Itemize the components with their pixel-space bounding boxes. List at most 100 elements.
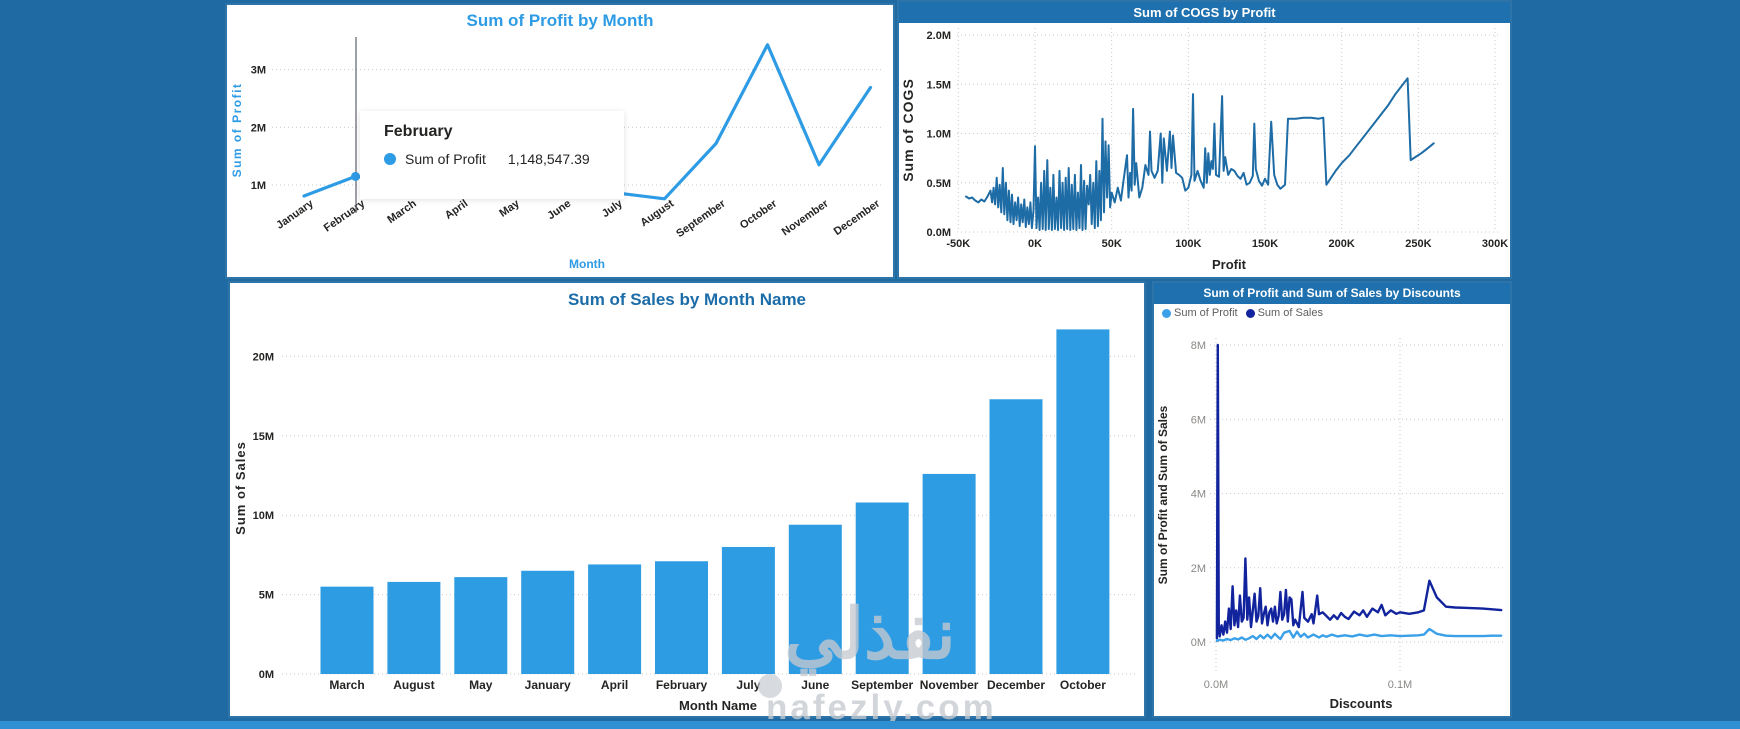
- bars[interactable]: [320, 329, 1110, 674]
- svg-text:Sum of Profit: Sum of Profit: [230, 83, 244, 178]
- svg-text:2M: 2M: [1191, 563, 1206, 575]
- series-sum-of-sales[interactable]: [1215, 343, 1503, 640]
- svg-text:150K: 150K: [1252, 238, 1278, 250]
- svg-text:0.0M: 0.0M: [927, 227, 951, 239]
- svg-text:July: July: [600, 197, 626, 220]
- svg-text:4M: 4M: [1191, 489, 1206, 501]
- svg-text:Month Name: Month Name: [679, 698, 757, 713]
- svg-text:January: January: [525, 678, 571, 692]
- bar-june[interactable]: [788, 524, 842, 674]
- y-axis-title: Sum of Profit and Sum of Sales: [1156, 405, 1170, 584]
- profit-sales-by-discounts-chart[interactable]: 0M 2M 4M 6M 8M 0.0M 0.1M Sum of Profit and Sum …: [1154, 283, 1510, 716]
- y-axis-title: Sum of Profit: [230, 83, 244, 178]
- legend-label: Sum of Sales: [1257, 307, 1323, 319]
- legend-item-sum-of-sales[interactable]: Sum of Sales: [1245, 307, 1323, 319]
- chart-title: Sum of Sales by Month Name: [567, 290, 807, 309]
- svg-text:Month: Month: [569, 257, 605, 271]
- chart-panel-profit-sales-by-discounts[interactable]: Sum of Profit and Sum of Sales by Discou…: [1152, 281, 1512, 718]
- svg-text:3M: 3M: [251, 65, 266, 77]
- svg-text:Sum of Profit and Sum of Sales: Sum of Profit and Sum of Sales: [1156, 405, 1170, 584]
- legend-marker-icon: [1162, 308, 1171, 318]
- tooltip-month: February: [384, 123, 453, 140]
- svg-text:100K: 100K: [1175, 238, 1201, 250]
- svg-text:June: June: [801, 678, 829, 692]
- x-axis-title: Month Name: [679, 698, 757, 713]
- svg-text:0.5M: 0.5M: [927, 178, 951, 190]
- svg-text:200K: 200K: [1329, 238, 1355, 250]
- bar-february[interactable]: [655, 561, 708, 674]
- bar-september[interactable]: [855, 502, 909, 674]
- legend: Sum of Profit Sum of Sales: [1162, 307, 1506, 319]
- svg-text:March: March: [329, 678, 364, 692]
- chart-title: Sum of Profit by Month: [466, 11, 654, 30]
- tooltip-value: 1,148,547.39: [507, 151, 590, 167]
- series-sum-of-profit[interactable]: [1215, 627, 1503, 643]
- svg-text:20M: 20M: [253, 351, 274, 363]
- svg-text:Profit: Profit: [1212, 257, 1247, 272]
- sales-by-month-name-chart[interactable]: 0M 5M 10M 15M 20M Sum of Sales March August May J…: [230, 283, 1144, 716]
- bar-october[interactable]: [1056, 329, 1110, 674]
- cogs-line-series[interactable]: [965, 77, 1435, 231]
- gridlines: [957, 28, 1501, 233]
- bar-july[interactable]: [721, 546, 775, 674]
- x-axis: January February March April May June July Augu…: [274, 197, 883, 240]
- svg-text:March: March: [385, 197, 419, 226]
- bar-april[interactable]: [588, 564, 642, 674]
- svg-text:July: July: [736, 678, 760, 692]
- svg-text:October: October: [738, 197, 780, 231]
- svg-text:September: September: [674, 197, 728, 240]
- svg-text:6M: 6M: [1191, 414, 1206, 426]
- legend-item-sum-of-profit[interactable]: Sum of Profit: [1162, 307, 1238, 319]
- svg-text:December: December: [987, 678, 1045, 692]
- data-point-marker: [351, 171, 360, 181]
- svg-text:December: December: [832, 197, 883, 238]
- chart-panel-cogs-by-profit[interactable]: Sum of COGS by Profit 0.0M 0.5M 1.0M 1.5M 2.…: [897, 0, 1512, 279]
- svg-text:Sum of Sales: Sum of Sales: [233, 441, 248, 535]
- y-axis: 0.0M 0.5M 1.0M 1.5M 2.0M: [927, 30, 951, 239]
- y-axis: 1M 2M 3M: [251, 65, 266, 192]
- svg-text:October: October: [1060, 678, 1106, 692]
- svg-text:January: January: [274, 197, 316, 232]
- svg-text:Sum of COGS: Sum of COGS: [900, 78, 916, 182]
- svg-text:1M: 1M: [251, 180, 266, 192]
- svg-text:50K: 50K: [1102, 238, 1122, 250]
- svg-text:5M: 5M: [259, 590, 274, 602]
- svg-text:February: February: [322, 197, 368, 234]
- svg-text:15M: 15M: [253, 431, 274, 443]
- series-marker-icon: [384, 153, 396, 165]
- svg-text:April: April: [443, 198, 470, 222]
- svg-text:June: June: [545, 198, 573, 223]
- bar-january[interactable]: [521, 570, 575, 674]
- svg-text:10M: 10M: [253, 510, 274, 522]
- bar-august[interactable]: [387, 581, 441, 674]
- svg-text:8M: 8M: [1191, 340, 1206, 352]
- svg-text:0.0M: 0.0M: [1204, 679, 1228, 691]
- svg-text:300K: 300K: [1482, 238, 1508, 250]
- svg-text:February: February: [656, 678, 708, 692]
- chart-panel-profit-by-month[interactable]: 1M 2M 3M Sum of Profit January February March A…: [225, 3, 895, 279]
- svg-text:May: May: [497, 197, 522, 220]
- y-axis-title: Sum of Sales: [233, 441, 248, 535]
- x-axis: March August May January April February July Ju…: [329, 678, 1106, 692]
- svg-text:August: August: [393, 678, 434, 692]
- bar-may[interactable]: [454, 577, 508, 674]
- svg-text:September: September: [851, 678, 913, 692]
- bottom-strip: [0, 721, 1740, 729]
- svg-text:August: August: [638, 197, 676, 229]
- y-axis-title: Sum of COGS: [900, 78, 916, 182]
- x-axis-title: Profit: [1212, 257, 1247, 272]
- tooltip-series-label: Sum of Profit: [405, 151, 486, 167]
- chart-panel-sales-by-month-name[interactable]: 0M 5M 10M 15M 20M Sum of Sales March August May J…: [228, 281, 1146, 718]
- svg-text:2.0M: 2.0M: [927, 30, 951, 42]
- bar-december[interactable]: [989, 399, 1043, 674]
- y-axis: 0M 5M 10M 15M 20M: [253, 351, 274, 681]
- bar-november[interactable]: [922, 473, 976, 674]
- svg-text:0M: 0M: [259, 669, 274, 681]
- legend-marker-icon: [1245, 308, 1255, 318]
- cogs-by-profit-chart[interactable]: 0.0M 0.5M 1.0M 1.5M 2.0M -50K 0K 50K 100K 150K 200…: [899, 2, 1510, 277]
- x-axis-title: Month: [569, 257, 605, 271]
- bar-march[interactable]: [320, 586, 374, 674]
- chart-header-title: Sum of Profit and Sum of Sales by Discou…: [1154, 283, 1510, 304]
